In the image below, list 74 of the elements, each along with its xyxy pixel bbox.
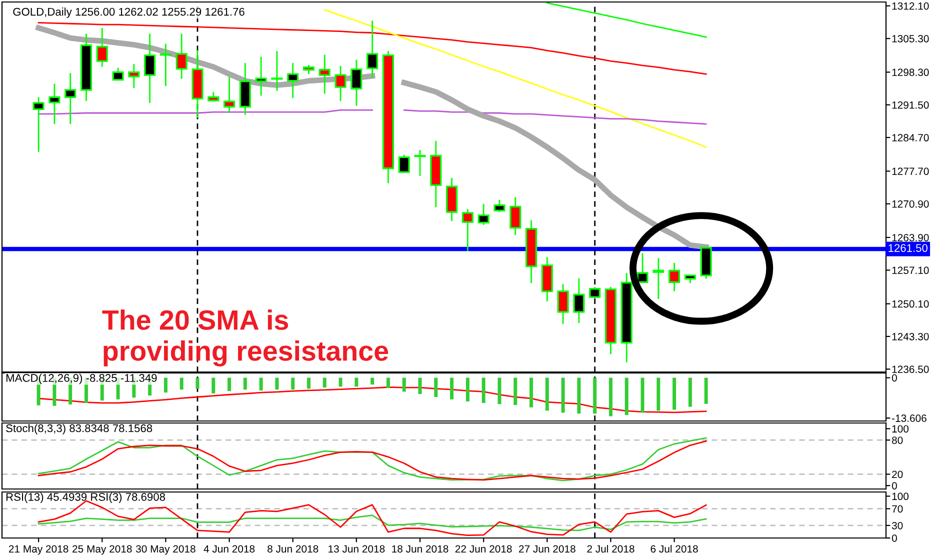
line-series: [38, 22, 707, 75]
y-tick-label: 0: [892, 374, 897, 382]
candlestick: [557, 283, 569, 325]
annotation: The 20 SMA is providing reesistance: [102, 310, 388, 366]
x-tick-label: 22 Jun 2018: [455, 545, 512, 553]
candlestick: [573, 278, 585, 324]
candlestick: [64, 72, 76, 125]
candlestick: [224, 76, 236, 114]
y-tick-label: 1305.30: [892, 35, 929, 42]
x-tick-label: 18 Jun 2018: [392, 545, 448, 553]
candlestick: [271, 50, 283, 92]
y-tick-label: 1298.30: [892, 68, 929, 76]
candlestick: [255, 56, 267, 96]
candlestick: [208, 91, 220, 102]
candlestick: [510, 196, 522, 236]
candlestick: [494, 199, 506, 213]
y-tick-label: -13.606: [892, 414, 926, 422]
ref-line-label: 1261.50: [888, 244, 928, 252]
candlestick: [32, 96, 44, 153]
y-tick-label: 1277.70: [892, 168, 929, 176]
candlestick: [334, 65, 346, 102]
chart-title: Stoch(8,3,3) 83.8348 78.1568: [6, 424, 152, 434]
chart-title: MACD(12,26,9) -8.825 -11.349: [6, 374, 157, 384]
y-tick-label: 1236.50: [892, 366, 929, 373]
candlestick: [652, 257, 664, 300]
y-tick-label: 1243.30: [892, 332, 929, 340]
candlestick: [414, 149, 426, 177]
line-series: [38, 386, 707, 414]
candlestick: [112, 67, 124, 81]
line-series: [38, 514, 707, 532]
y-tick-label: 30: [892, 522, 903, 530]
candlestick: [636, 252, 648, 283]
y-tick-label: 80: [892, 436, 903, 444]
x-tick-label: 8 Jun 2018: [268, 545, 318, 553]
candlestick: [48, 82, 60, 125]
candlestick: [350, 58, 362, 106]
y-tick-label: 0: [892, 534, 897, 542]
candlestick: [160, 43, 172, 87]
x-tick-label: 27 Jun 2018: [519, 545, 576, 553]
x-tick-label: 2 Jul 2018: [587, 544, 634, 553]
y-tick-label: 100: [892, 425, 909, 433]
y-tick-label: 1312.10: [892, 2, 929, 10]
candlestick: [668, 262, 680, 292]
y-tick-label: 1250.10: [892, 300, 929, 308]
y-tick-label: 70: [892, 505, 903, 513]
y-tick-label: 1284.70: [892, 134, 929, 142]
x-tick-label: 30 May 2018: [136, 545, 196, 555]
y-tick-label: 20: [892, 470, 903, 478]
y-tick-label: 1291.50: [892, 101, 929, 109]
x-tick-label: 4 Jun 2018: [204, 545, 255, 553]
y-tick-label: 1263.90: [892, 234, 929, 242]
candlestick: [366, 20, 378, 79]
x-tick-label: 13 Jun 2018: [328, 545, 385, 553]
y-tick-label: 100: [892, 492, 909, 500]
x-tick-label: 25 May 2018: [72, 545, 132, 555]
y-tick-label: 0: [892, 482, 897, 490]
chart-title: GOLD,Daily 1256.00 1262.02 1255.29 1261.76: [13, 8, 244, 18]
candlestick: [176, 33, 188, 80]
candlestick: [478, 203, 490, 226]
x-tick-label: 21 May 2018: [8, 545, 68, 555]
y-tick-label: 1257.10: [892, 266, 929, 274]
candlestick: [128, 63, 140, 89]
chart-title: RSI(13) 45.4939 RSI(3) 78.6908: [6, 492, 166, 504]
candlestick: [302, 64, 315, 75]
candlestick: [318, 54, 330, 94]
y-tick-label: 1270.90: [892, 200, 929, 208]
candlestick: [398, 154, 410, 174]
candlestick: [462, 208, 474, 252]
line-series: [324, 8, 707, 148]
candlestick: [96, 27, 108, 68]
line-series: [546, 2, 707, 38]
candlestick: [287, 62, 299, 99]
x-tick-label: 6 Jul 2018: [650, 544, 698, 553]
candlestick: [144, 33, 156, 104]
